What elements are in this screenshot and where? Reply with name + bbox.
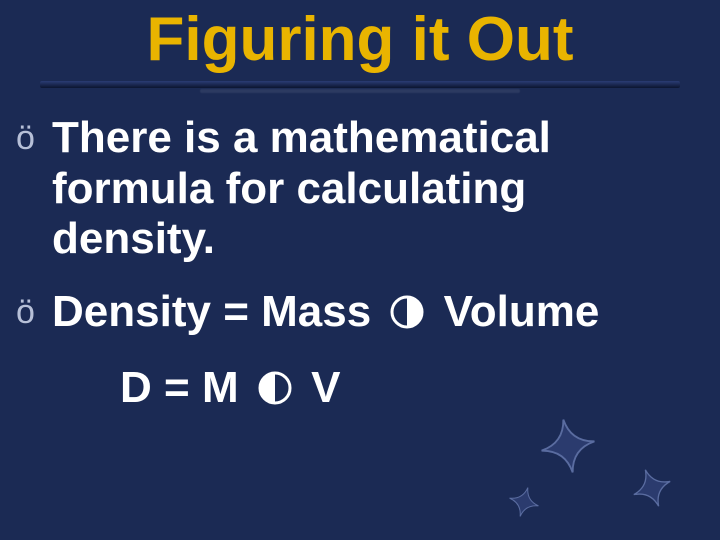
decorative-stars [502,416,702,526]
bullet-1-text: There is a mathematical formula for calc… [52,113,551,263]
slide-title: Figuring it Out [0,0,720,75]
formula-short-rhs: V [311,363,340,412]
slide: Figuring it Out ö There is a mathematica… [0,0,720,540]
equals-sign: = [164,363,190,412]
formula-lhs: Density [52,287,211,336]
underline-bar [40,81,680,88]
formula-mid: Mass [261,287,371,336]
formula-rhs: Volume [444,287,600,336]
formula-short: D = M V [120,363,688,417]
bullet-glyph-icon: ö [16,293,35,332]
divide-operator-icon [257,367,293,417]
stars-svg [502,416,702,526]
formula-short-mid: M [202,363,239,412]
underline-shadow [200,89,520,93]
formula-short-lhs: D [120,363,152,412]
slide-body: ö There is a mathematical formula for ca… [0,99,720,417]
star-icon [537,416,599,477]
bullet-1: ö There is a mathematical formula for ca… [52,113,688,265]
bullet-2: ö Density = Mass Volume [52,287,688,342]
title-underline [40,81,680,99]
star-icon [506,484,543,521]
star-icon [627,463,677,513]
equals-sign: = [223,287,249,336]
divide-operator-icon [389,291,425,342]
bullet-glyph-icon: ö [16,119,35,158]
